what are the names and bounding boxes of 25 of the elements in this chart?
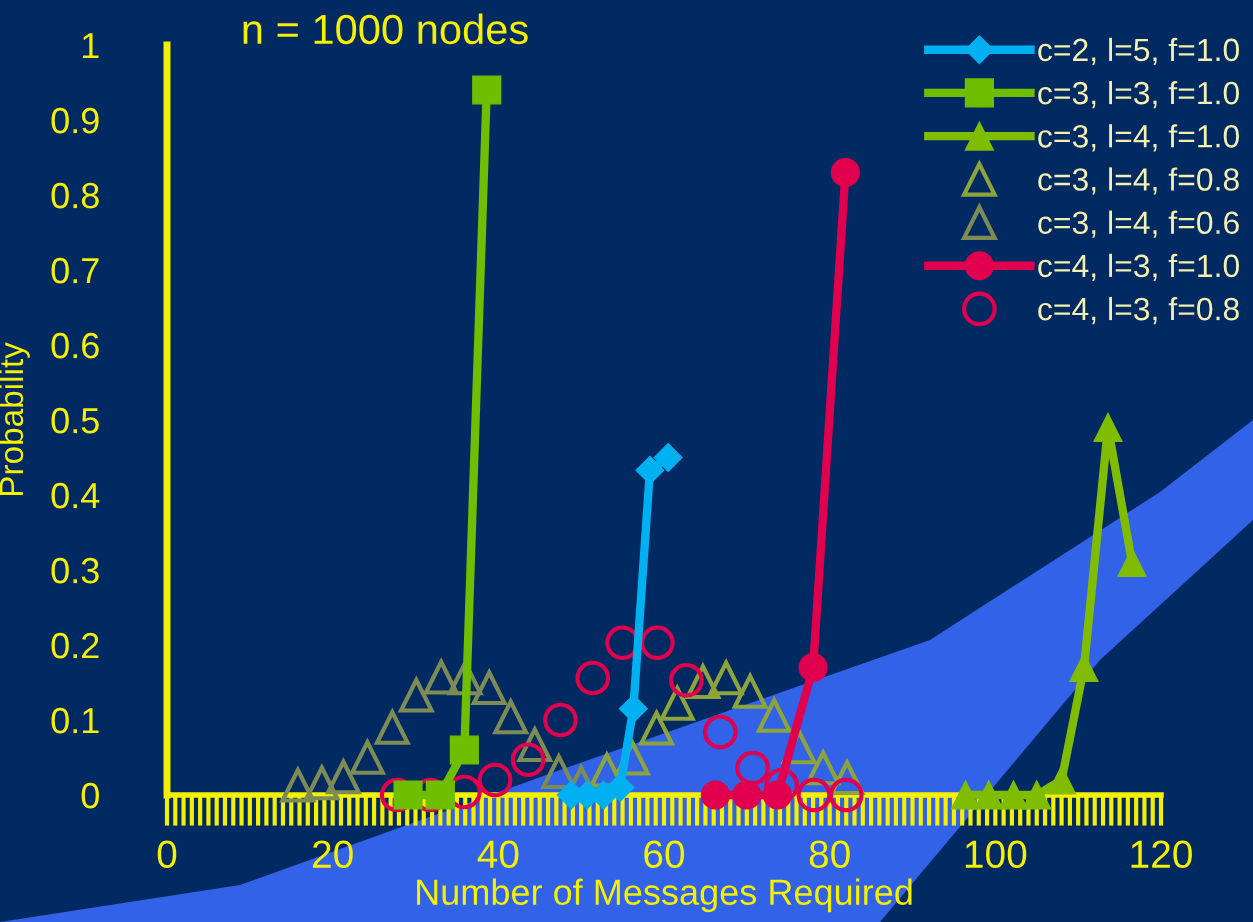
legend-label: c=2, l=5, f=1.0 (1038, 37, 1239, 66)
legend-label: c=3, l=3, f=1.0 (1038, 80, 1239, 109)
y-tick-label: 0.2 (51, 632, 99, 659)
y-tick-label: 0.8 (51, 182, 99, 209)
y-tick-label: 0.4 (51, 482, 100, 509)
legend-label: c=3, l=4, f=0.6 (1038, 210, 1239, 238)
x-tick-label: 0 (157, 840, 177, 869)
x-tick-label: 40 (477, 840, 519, 869)
y-tick-label: 1 (83, 33, 99, 59)
y-tick-label: 0.3 (51, 557, 99, 584)
y-tick-label: 0.7 (51, 257, 99, 284)
x-tick-label: 60 (644, 840, 685, 869)
x-tick-label: 80 (809, 840, 850, 869)
x-tick-label: 100 (965, 840, 1027, 869)
chart-title: n = 1000 nodes (243, 13, 528, 45)
y-tick-label: 0.9 (51, 107, 99, 134)
y-tick-label: 0.5 (51, 407, 99, 434)
legend-label: c=3, l=4, f=0.8 (1038, 167, 1239, 195)
legend-label: c=4, l=3, f=1.0 (1038, 253, 1239, 281)
x-tick-label: 120 (1131, 840, 1192, 869)
y-tick-label: 0.1 (51, 707, 99, 734)
y-tick-label: 0 (81, 782, 99, 809)
legend-label: c=3, l=4, f=1.0 (1038, 124, 1239, 152)
legend-label: c=4, l=3, f=0.8 (1038, 296, 1239, 325)
y-tick-label: 0.6 (51, 332, 99, 359)
